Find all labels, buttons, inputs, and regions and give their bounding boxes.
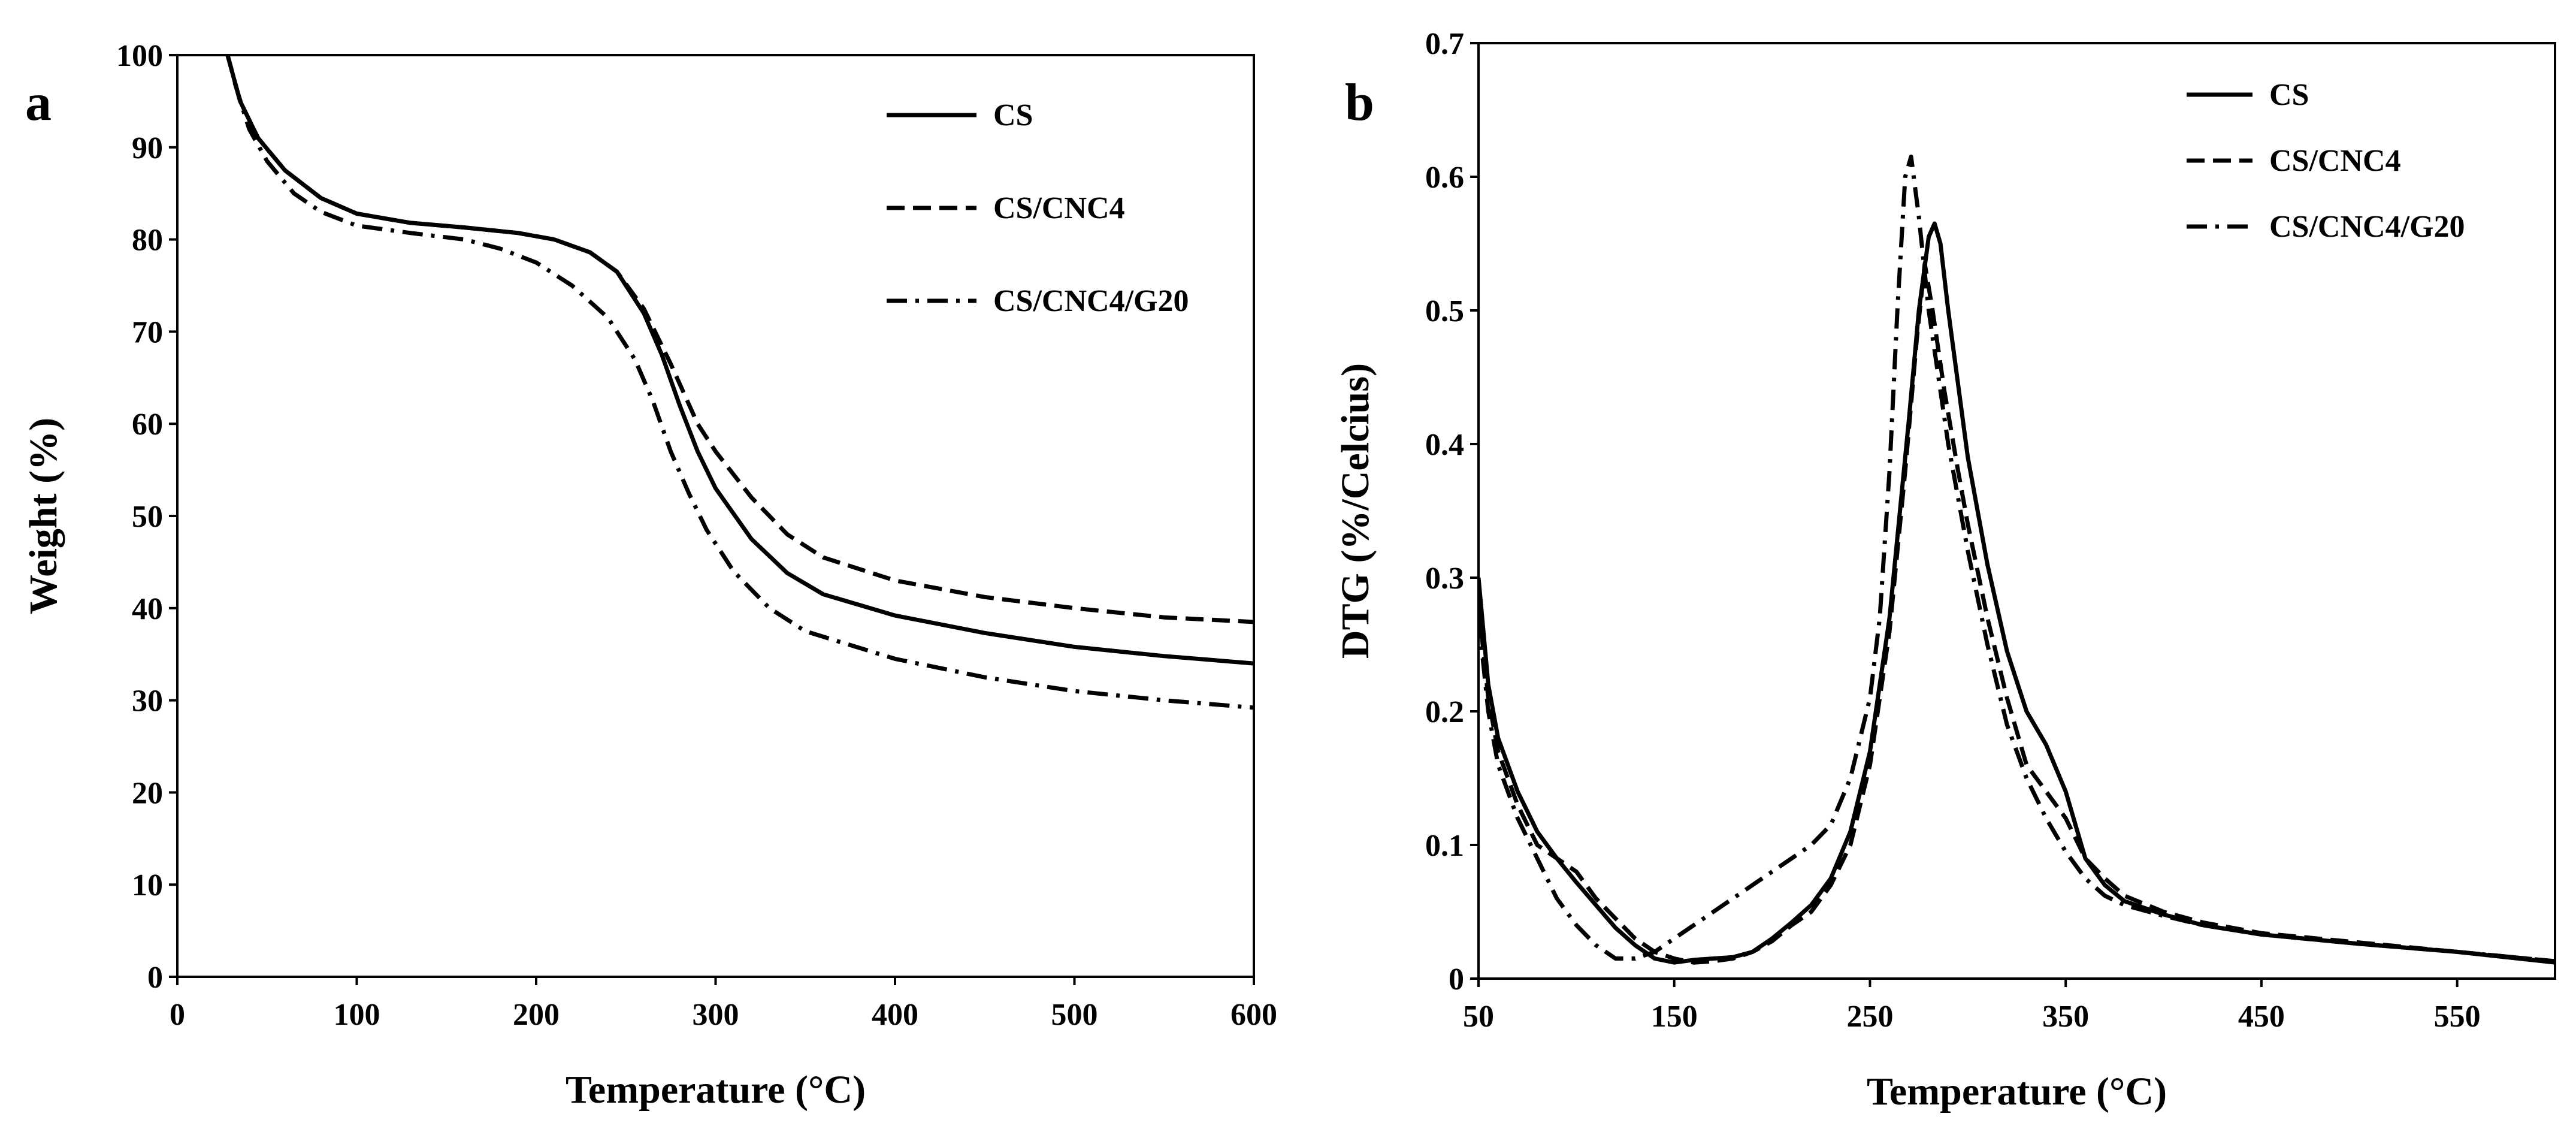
panel-letter: a [25, 74, 52, 132]
y-tick-label: 0.4 [1425, 428, 1464, 462]
x-tick-label: 200 [513, 998, 560, 1032]
x-tick-label: 250 [1846, 1000, 1893, 1034]
y-tick-label: 30 [132, 684, 163, 719]
x-tick-label: 50 [1463, 1000, 1494, 1034]
y-tick-label: 90 [132, 131, 163, 165]
x-tick-label: 500 [1051, 998, 1098, 1032]
legend: CS CS/CNC4 CS/CNC4/G20 [2187, 78, 2465, 244]
y-tick-label: 0.7 [1425, 27, 1464, 61]
x-tick-label: 150 [1651, 1000, 1698, 1034]
x-tick-label: 600 [1230, 998, 1277, 1032]
legend-label: CS [993, 98, 1033, 132]
y-tick-label: 60 [132, 408, 163, 442]
chart-panel-a: 0 10 20 30 40 50 60 70 80 90 100 0 100 200 300 400 500 60… [22, 39, 1277, 1112]
chart-panel-b: 0 0.1 0.2 0.3 0.4 0.5 0.6 0.7 50 150 250 350 450 550 T… [1334, 27, 2556, 1113]
x-axis-label: Temperature (°C) [566, 1068, 866, 1112]
y-tick-label: 70 [132, 315, 163, 349]
panel-letter: b [1345, 74, 1374, 132]
x-tick-label: 400 [872, 998, 918, 1032]
legend: CS CS/CNC4 CS/CNC4/G20 [887, 98, 1189, 318]
y-tick-label: 0.6 [1425, 161, 1464, 195]
y-tick-label: 100 [116, 39, 163, 73]
y-tick-label: 50 [132, 500, 163, 534]
legend-label: CS/CNC4 [2269, 144, 2401, 178]
y-tick-label: 40 [132, 592, 163, 626]
series-line-cs [225, 55, 1254, 666]
y-axis-label: Weight (%) [22, 418, 65, 614]
y-tick-label: 20 [132, 776, 163, 810]
series-line-cs-cnc4 [225, 55, 1254, 624]
y-tick-label: 0.3 [1425, 562, 1464, 596]
y-axis-label: DTG (%/Celcius) [1334, 363, 1377, 659]
y-tick-label: 0 [147, 961, 163, 995]
x-tick-label: 300 [693, 998, 739, 1032]
y-tick-label: 10 [132, 868, 163, 902]
x-axis-label: Temperature (°C) [1867, 1070, 2167, 1113]
x-tick-label: 100 [334, 998, 380, 1032]
y-tick-label: 0.2 [1425, 695, 1464, 729]
x-tick-label: 350 [2042, 1000, 2089, 1034]
legend-label: CS/CNC4/G20 [993, 284, 1189, 318]
plot-area-frame [1477, 42, 2556, 980]
legend-label: CS [2269, 78, 2309, 112]
x-tick-label: 450 [2238, 1000, 2285, 1034]
y-tick-label: 0.1 [1425, 829, 1464, 863]
series-line-cs-cnc4-g20 [232, 82, 1254, 710]
y-tick-label: 0.5 [1425, 294, 1464, 328]
series-line-cs-cnc4 [1479, 261, 2555, 965]
series-line-cs-cnc4-g20 [1479, 155, 2555, 964]
legend-label: CS/CNC4 [993, 191, 1125, 225]
series-line-cs [1479, 221, 2555, 965]
legend-label: CS/CNC4/G20 [2269, 210, 2465, 244]
y-tick-label: 80 [132, 224, 163, 258]
x-tick-label: 0 [170, 998, 185, 1032]
x-tick-label: 550 [2434, 1000, 2481, 1034]
y-tick-label: 0 [1449, 962, 1464, 997]
